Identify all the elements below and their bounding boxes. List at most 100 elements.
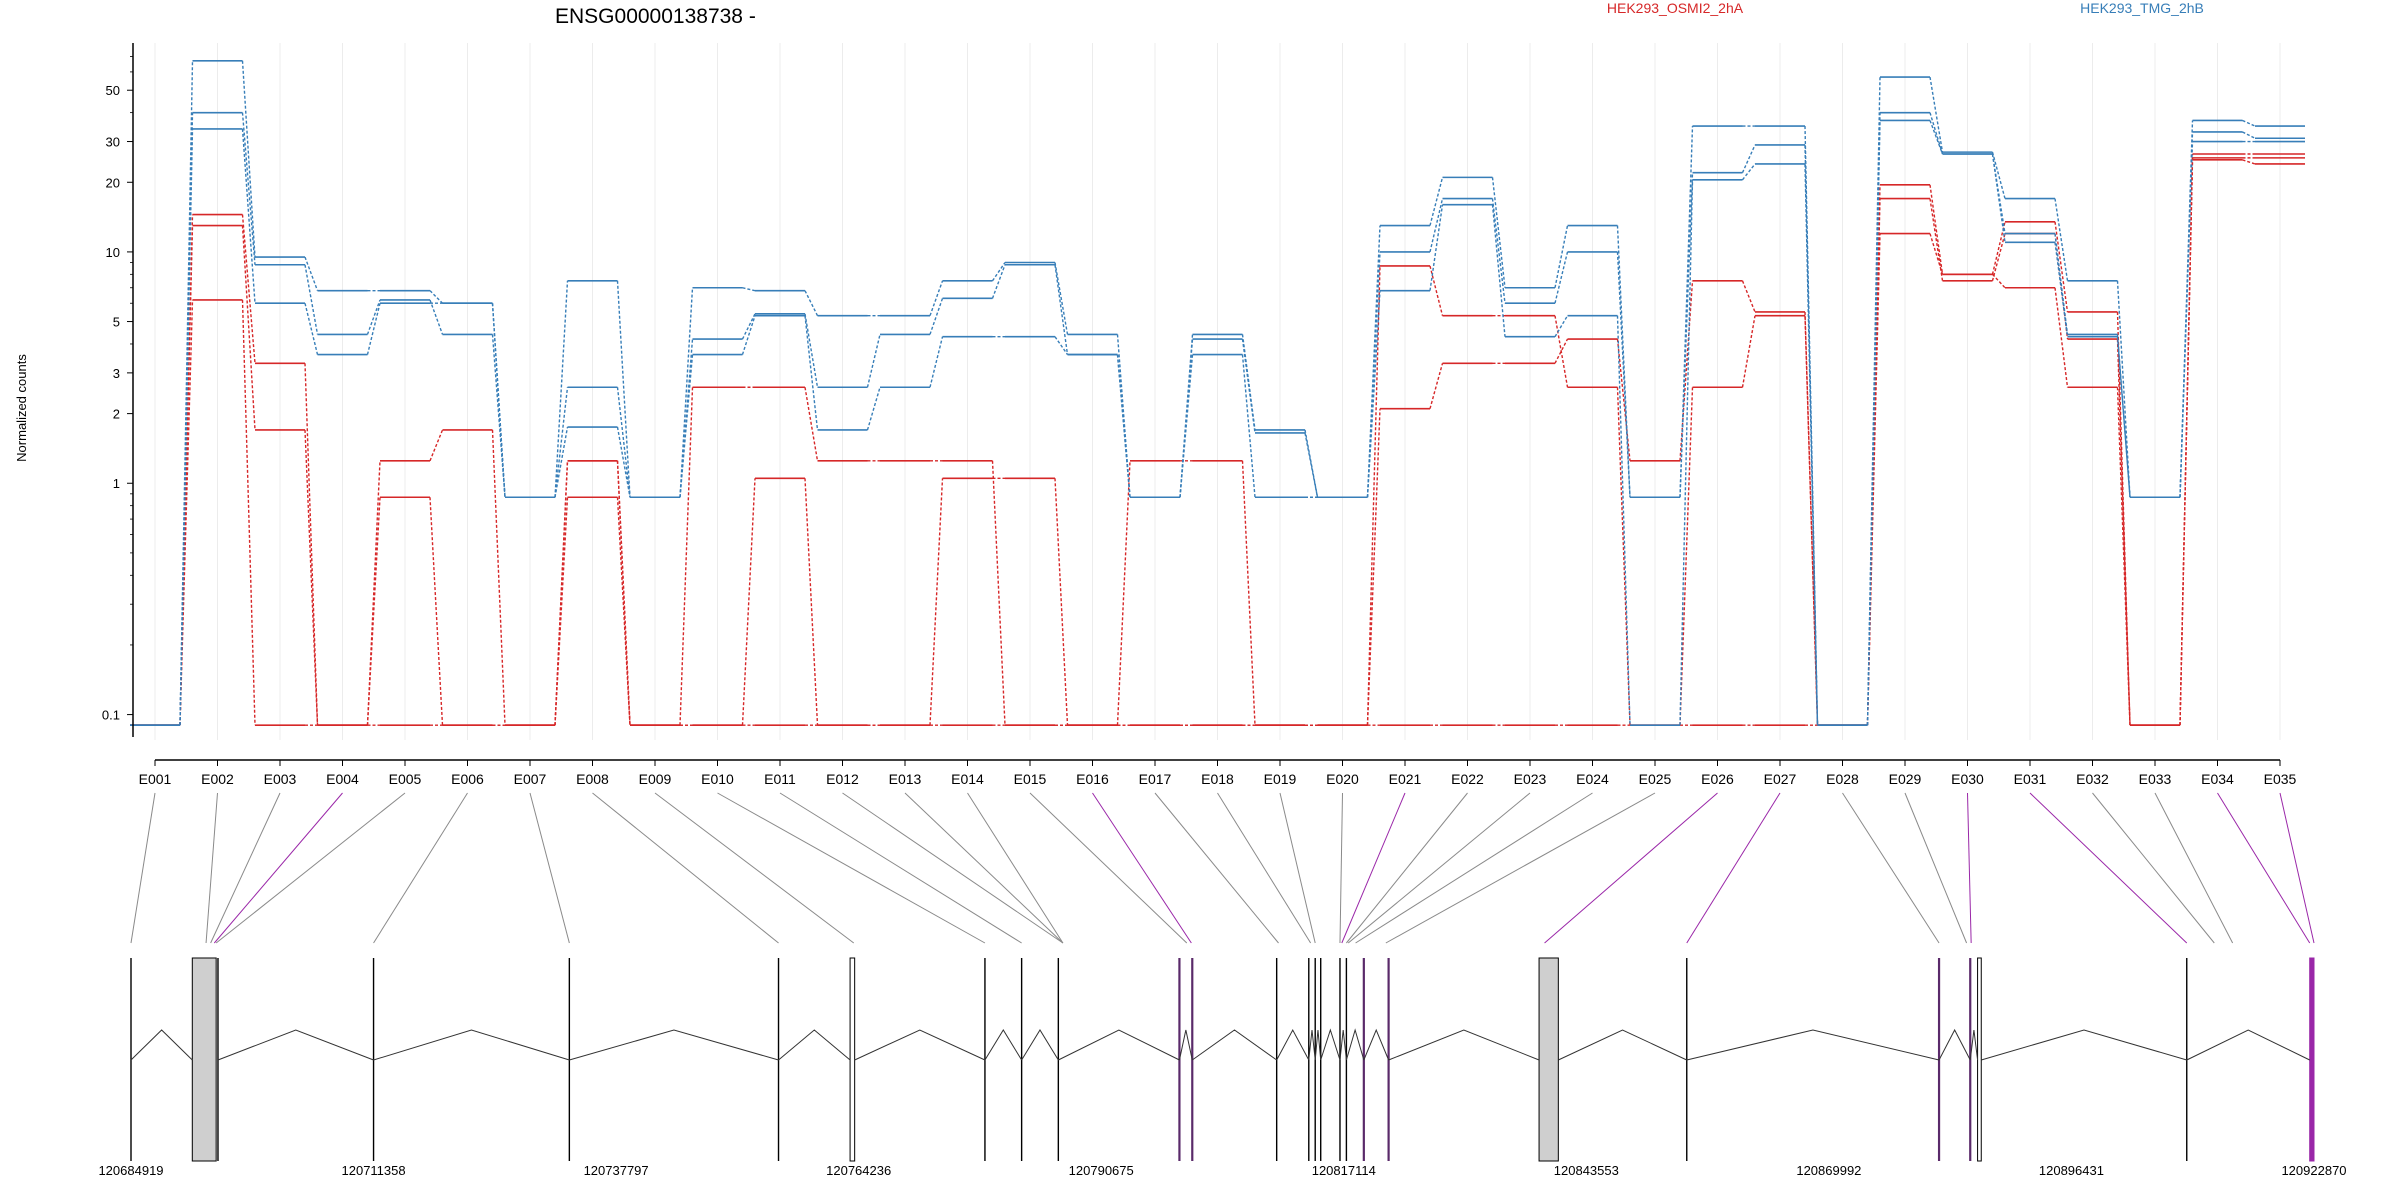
connector-E006 — [373, 792, 468, 944]
coordinate-label: 120764236 — [826, 1163, 891, 1178]
bin-label-E010: E010 — [701, 771, 734, 787]
bin-label-E035: E035 — [2264, 771, 2297, 787]
bin-label-E030: E030 — [1951, 771, 1984, 787]
y-tick-label: 5 — [113, 315, 120, 330]
coordinate-label: 120711358 — [342, 1163, 406, 1178]
bin-label-E024: E024 — [1576, 771, 1609, 787]
bin-label-E023: E023 — [1514, 771, 1547, 787]
bin-label-E013: E013 — [889, 771, 922, 787]
series-lines — [130, 60, 2305, 726]
bin-label-E007: E007 — [514, 771, 547, 787]
connector-E028 — [1842, 792, 1940, 944]
bin-label-E022: E022 — [1451, 771, 1484, 787]
connector-E026 — [1544, 792, 1718, 944]
bin-label-E016: E016 — [1076, 771, 1109, 787]
connector-E017 — [1154, 792, 1279, 944]
connector-E012 — [842, 792, 1064, 944]
series-transitions-5 — [179, 120, 2255, 726]
connector-E013 — [904, 792, 1064, 944]
exon-7 — [849, 957, 856, 1162]
bin-label-E009: E009 — [639, 771, 672, 787]
connector-E018 — [1217, 792, 1312, 944]
y-tick-label: 2 — [113, 407, 120, 422]
connector-E001 — [130, 792, 156, 944]
bin-label-E034: E034 — [2201, 771, 2234, 787]
y-tick-label: 10 — [106, 245, 120, 260]
connector-E005 — [215, 792, 406, 944]
bin-label-E021: E021 — [1389, 771, 1422, 787]
connector-E022 — [1346, 792, 1468, 944]
connector-E015 — [1029, 792, 1188, 944]
exon-21 — [1538, 957, 1559, 1162]
axes — [132, 43, 2280, 761]
y-tick-label: 20 — [106, 175, 120, 190]
legend-item-tmg: HEK293_TMG_2hB — [2080, 0, 2204, 16]
legend-item-osmi2: HEK293_OSMI2_2hA — [1607, 0, 1744, 16]
bin-label-E008: E008 — [576, 771, 609, 787]
bin-label-E027: E027 — [1764, 771, 1797, 787]
connector-E035 — [2279, 792, 2315, 944]
bin-label-E025: E025 — [1639, 771, 1672, 787]
bin-label-E026: E026 — [1701, 771, 1734, 787]
exon-bin-labels: E001 E002 E003 E004 E005 E006 E007 E008 E009 E010… — [139, 760, 2297, 787]
coordinate-label: 120684919 — [98, 1163, 163, 1178]
grid — [154, 43, 2281, 740]
y-axis-title: Normalized counts — [14, 354, 29, 462]
bin-label-E032: E032 — [2076, 771, 2109, 787]
coordinate-label: 120843553 — [1554, 1163, 1619, 1178]
connector-E011 — [779, 792, 1022, 944]
connector-E004 — [213, 792, 343, 944]
gene-model — [130, 957, 2315, 1162]
coordinate-label: 120737797 — [584, 1163, 649, 1178]
connector-E023 — [1347, 792, 1531, 944]
bin-connectors — [130, 792, 2315, 944]
connector-E033 — [2154, 792, 2234, 944]
bin-label-E004: E004 — [326, 771, 359, 787]
connector-E031 — [2029, 792, 2188, 944]
connector-E014 — [967, 792, 1064, 944]
bin-label-E015: E015 — [1014, 771, 1047, 787]
connector-E024 — [1355, 792, 1593, 944]
connector-E007 — [529, 792, 570, 944]
bin-label-E003: E003 — [264, 771, 297, 787]
series-transitions-2 — [179, 159, 2256, 726]
bin-label-E017: E017 — [1139, 771, 1172, 787]
bin-label-E006: E006 — [451, 771, 484, 787]
connector-E016 — [1092, 792, 1192, 944]
y-tick-label: 3 — [113, 366, 120, 381]
bin-label-E001: E001 — [139, 771, 172, 787]
connector-E034 — [2217, 792, 2311, 944]
bin-label-E029: E029 — [1889, 771, 1922, 787]
connector-E019 — [1279, 792, 1316, 944]
bin-label-E033: E033 — [2139, 771, 2172, 787]
connector-E030 — [1967, 792, 1972, 944]
exon-27 — [2309, 957, 2315, 1162]
bin-label-E005: E005 — [389, 771, 422, 787]
intron-chevrons — [130, 1028, 2310, 1061]
bin-label-E018: E018 — [1201, 771, 1234, 787]
coordinate-label: 120896431 — [2039, 1163, 2104, 1178]
coordinate-label: 120817114 — [1312, 1163, 1376, 1178]
y-ticks: 0.1 1 2 3 5 10 20 30 50 — [102, 56, 133, 723]
connector-E010 — [717, 792, 986, 944]
bin-label-E014: E014 — [951, 771, 984, 787]
connector-E020 — [1339, 792, 1343, 944]
coordinate-label: 120922870 — [2281, 1163, 2346, 1178]
connector-E025 — [1385, 792, 1656, 944]
exon-2 — [191, 957, 217, 1162]
bin-label-E020: E020 — [1326, 771, 1359, 787]
connector-E002 — [205, 792, 218, 944]
y-tick-label: 30 — [106, 135, 120, 150]
connector-E021 — [1341, 792, 1406, 944]
bin-label-E031: E031 — [2014, 771, 2047, 787]
bin-label-E028: E028 — [1826, 771, 1859, 787]
series-line-5 — [130, 119, 2305, 726]
genomic-coordinates: 120684919 120711358 120737797 120764236 1207… — [98, 1163, 2346, 1178]
chart-title: ENSG00000138738 - — [555, 5, 756, 28]
y-tick-label: 1 — [113, 476, 120, 491]
connector-E003 — [210, 792, 281, 944]
coordinate-label: 120790675 — [1069, 1163, 1134, 1178]
bin-label-E019: E019 — [1264, 771, 1297, 787]
bin-label-E011: E011 — [764, 771, 796, 787]
